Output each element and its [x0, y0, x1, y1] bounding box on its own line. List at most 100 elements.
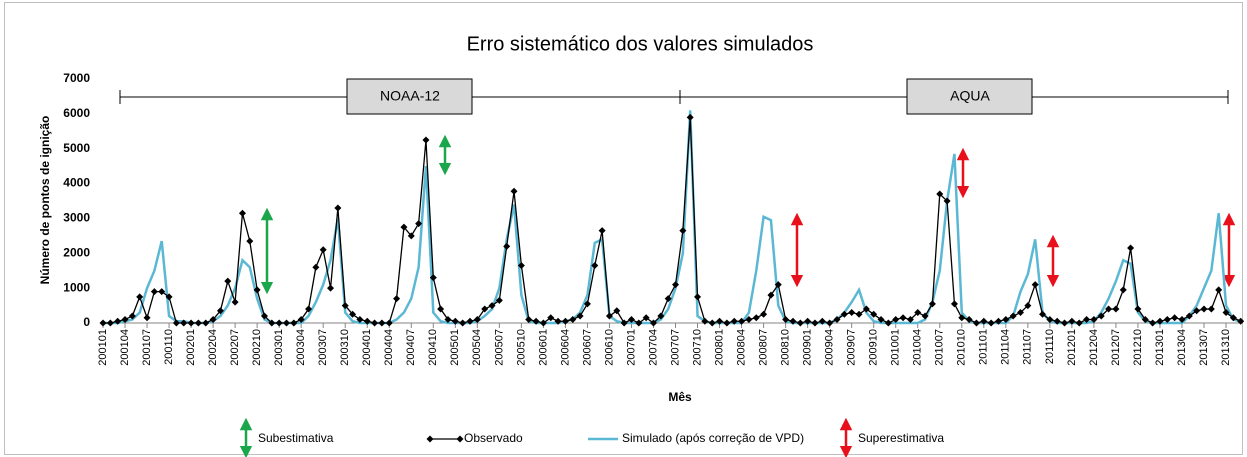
y-axis-title: Número de pontos de ignição	[38, 116, 52, 285]
y-tick-label: 0	[83, 315, 90, 329]
data-point	[752, 314, 760, 322]
data-point	[965, 316, 973, 324]
y-tick-label: 3000	[63, 211, 90, 225]
data-point	[620, 319, 628, 327]
legend-label: Observado	[464, 431, 523, 445]
data-point	[224, 277, 232, 285]
data-point	[393, 295, 401, 303]
data-point	[121, 316, 129, 324]
data-point	[216, 307, 224, 315]
data-point	[429, 274, 437, 282]
data-point	[327, 284, 335, 292]
data-point	[371, 319, 379, 327]
x-tick-label: 200604	[559, 329, 571, 366]
data-point	[187, 319, 195, 327]
data-point	[1068, 317, 1076, 325]
x-tick-label: 200907	[846, 329, 858, 366]
data-point	[1156, 317, 1164, 325]
x-tick-label: 200607	[581, 329, 593, 366]
data-point	[789, 317, 797, 325]
data-point	[363, 317, 371, 325]
data-point	[356, 316, 364, 324]
data-point	[855, 310, 863, 318]
data-point	[627, 316, 635, 324]
period-label: NOAA-12	[380, 88, 440, 104]
x-tick-label: 200407	[405, 329, 417, 366]
y-tick-label: 2000	[63, 245, 90, 259]
data-point	[444, 316, 452, 324]
x-tick-label: 200404	[383, 329, 395, 366]
data-point	[290, 319, 298, 327]
data-point	[730, 317, 738, 325]
x-tick-label: 200601	[537, 329, 549, 366]
x-tick-label: 200304	[295, 329, 307, 366]
x-tick-label: 200504	[471, 329, 483, 366]
data-point	[1229, 314, 1237, 322]
data-point	[723, 319, 731, 327]
data-point	[547, 314, 555, 322]
x-tick-label: 200610	[603, 329, 615, 366]
data-point	[936, 190, 944, 198]
data-point	[1083, 316, 1091, 324]
data-point	[701, 317, 709, 325]
data-point	[341, 302, 349, 310]
x-tick-label: 200101	[97, 329, 109, 366]
x-tick-label: 200901	[802, 329, 814, 366]
data-point	[1097, 312, 1105, 320]
x-tick-label: 200710	[691, 329, 703, 366]
data-point	[334, 204, 342, 212]
data-point	[1119, 286, 1127, 294]
x-tick-label: 201010	[956, 329, 968, 366]
data-point	[1061, 319, 1069, 327]
data-point	[143, 314, 151, 322]
data-point	[459, 319, 467, 327]
data-point	[400, 223, 408, 231]
x-tick-label: 200801	[713, 329, 725, 366]
data-point	[1185, 312, 1193, 320]
x-tick-label: 201104	[1000, 329, 1012, 365]
data-point	[650, 319, 657, 327]
data-point	[958, 314, 966, 322]
data-point	[532, 317, 540, 325]
data-point	[319, 246, 327, 254]
x-tick-label: 201204	[1088, 329, 1100, 366]
data-point	[994, 317, 1002, 325]
x-tick-label: 200804	[735, 329, 747, 366]
x-tick-label: 200204	[207, 329, 219, 366]
data-point	[657, 312, 665, 320]
data-point	[1171, 314, 1179, 322]
data-point	[870, 310, 878, 318]
data-point	[1207, 305, 1215, 313]
data-point	[884, 319, 892, 327]
x-tick-label: 201107	[1022, 329, 1034, 365]
data-point	[583, 300, 591, 308]
x-tick-label: 200904	[824, 329, 836, 366]
data-point	[569, 316, 577, 324]
x-tick-label: 200507	[493, 329, 505, 366]
x-tick-label: 200207	[229, 329, 241, 366]
data-point	[972, 319, 980, 327]
x-axis-title: Mês	[668, 390, 692, 404]
data-point	[576, 312, 584, 320]
data-point	[488, 302, 496, 310]
data-point	[782, 316, 790, 324]
data-point	[481, 305, 489, 313]
data-point	[275, 319, 283, 327]
data-point	[238, 209, 246, 217]
data-point	[539, 319, 547, 327]
data-point	[437, 305, 445, 313]
x-tick-label: 200104	[119, 329, 131, 366]
data-point	[708, 319, 716, 327]
data-point	[796, 319, 804, 327]
data-point	[503, 242, 511, 250]
data-point	[914, 309, 922, 317]
data-point	[378, 319, 386, 327]
x-tick-label: 200704	[647, 329, 659, 366]
data-point	[312, 263, 320, 271]
data-point	[804, 317, 812, 325]
data-point	[672, 281, 680, 289]
x-tick-label: 201307	[1198, 329, 1210, 366]
x-tick-label: 201210	[1132, 329, 1144, 366]
data-point	[1127, 244, 1135, 252]
data-point	[1222, 309, 1230, 317]
